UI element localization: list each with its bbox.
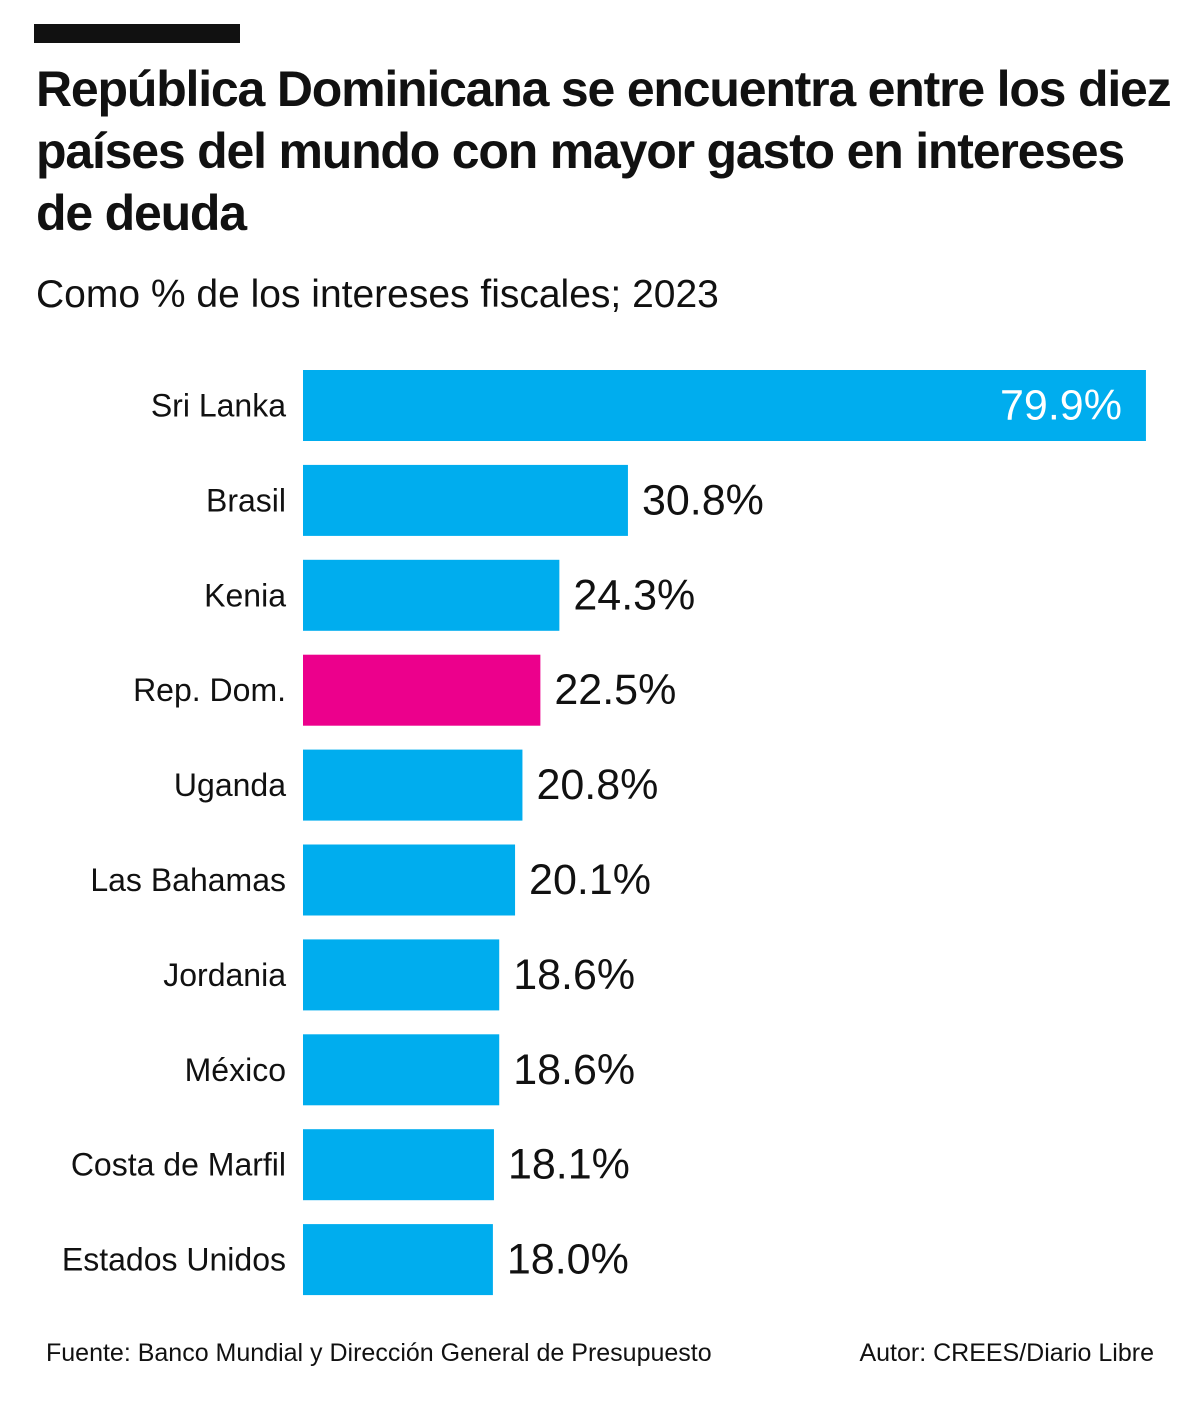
chart-subtitle: Como % de los intereses fiscales; 2023	[36, 273, 719, 316]
category-label: México	[185, 1052, 286, 1088]
category-label: Costa de Marfil	[71, 1147, 286, 1183]
top-rule	[34, 24, 240, 43]
bar	[303, 559, 560, 631]
category-label: Sri Lanka	[151, 388, 286, 424]
bar	[303, 1034, 500, 1106]
bar	[303, 370, 1146, 441]
value-label: 18.1%	[508, 1141, 630, 1189]
bar	[303, 1224, 493, 1296]
category-label: Estados Unidos	[62, 1242, 286, 1278]
footer-source: Fuente: Banco Mundial y Dirección Genera…	[46, 1339, 712, 1367]
bar	[303, 844, 516, 916]
category-label: Kenia	[204, 577, 286, 613]
value-label: 24.3%	[573, 571, 695, 619]
value-label: 22.5%	[554, 666, 676, 714]
chart-title: República Dominicana se encuentra entre …	[36, 61, 1172, 241]
bar	[303, 749, 523, 821]
category-label: Jordania	[163, 957, 286, 993]
category-label: Uganda	[174, 767, 286, 803]
value-label: 18.6%	[513, 1046, 635, 1094]
value-label: 20.8%	[536, 761, 658, 809]
bar	[303, 1129, 494, 1201]
category-label: Brasil	[206, 482, 286, 518]
footer-author: Autor: CREES/Diario Libre	[859, 1339, 1154, 1367]
bar	[303, 939, 500, 1011]
value-label: 20.1%	[529, 856, 651, 904]
category-label: Rep. Dom.	[133, 672, 286, 708]
value-label: 79.9%	[1000, 382, 1122, 430]
bar-highlight	[303, 654, 541, 726]
bar	[303, 464, 628, 536]
value-label: 18.6%	[513, 951, 635, 999]
value-label: 30.8%	[642, 476, 764, 524]
value-label: 18.0%	[507, 1236, 629, 1284]
category-label: Las Bahamas	[90, 862, 286, 898]
